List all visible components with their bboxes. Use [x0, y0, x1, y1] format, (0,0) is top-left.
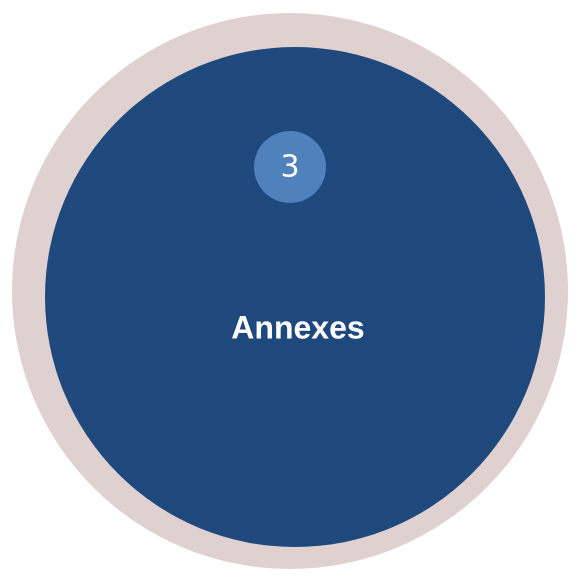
title: Annexes [231, 309, 364, 345]
badge-label: 3 [280, 150, 299, 185]
badge-circle [254, 131, 326, 203]
inner-circle [45, 47, 545, 547]
